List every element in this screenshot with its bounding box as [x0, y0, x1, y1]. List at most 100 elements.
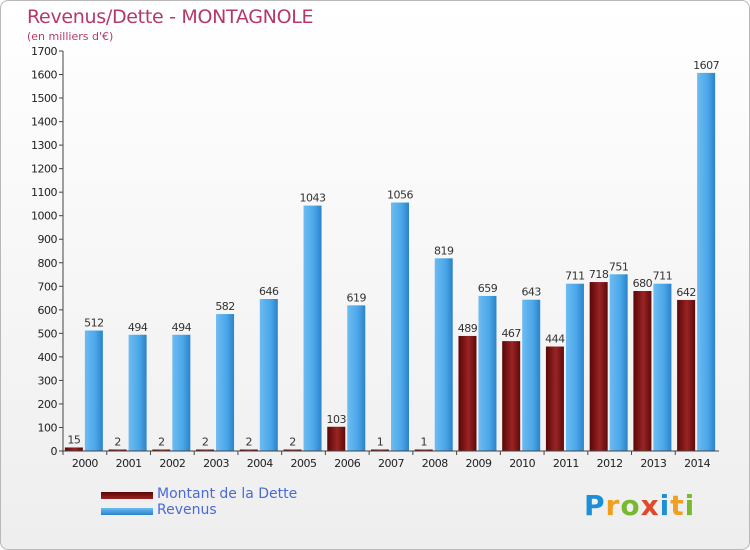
chart-subtitle: (en milliers d'€): [27, 30, 114, 43]
label-debt-2009: 489: [458, 322, 478, 335]
y-axis: 0 100 200 300 400 500 600 700 800 900 1000 1100 1200…: [31, 45, 64, 458]
bar-revenue-2007: [391, 202, 409, 451]
y-tick-label: 100: [38, 421, 58, 434]
y-tick-label: 1600: [31, 69, 57, 82]
label-revenue-2012: 751: [609, 260, 629, 273]
label-revenue-2001: 494: [128, 321, 148, 334]
logo-letter: i: [659, 489, 671, 522]
x-tick-label: 2000: [72, 457, 98, 470]
label-debt-2002: 2: [158, 436, 165, 449]
bar-revenue-2002: [172, 334, 191, 451]
label-revenue-2006: 619: [347, 291, 367, 304]
label-debt-2004: 2: [246, 436, 253, 449]
legend-debt-label: Montant de la Dette: [157, 486, 298, 502]
logo-letter: i: [684, 489, 696, 522]
bar-revenue-2005: [303, 205, 322, 451]
label-debt-2011: 444: [545, 333, 565, 346]
bar-revenue-2001: [128, 334, 147, 451]
bar-debt-2006: [327, 426, 346, 451]
y-tick-label: 1200: [31, 163, 57, 176]
x-tick-label: 2002: [159, 457, 185, 470]
bar-revenue-2011: [565, 283, 584, 451]
label-revenue-2009: 659: [478, 282, 498, 295]
y-tick-label: 200: [38, 398, 58, 411]
label-revenue-2008: 819: [434, 244, 454, 257]
label-revenue-2003: 582: [215, 300, 235, 313]
bar-debt-2008: [414, 449, 433, 451]
label-revenue-2002: 494: [172, 321, 192, 334]
bar-revenue-2008: [434, 258, 453, 451]
label-debt-2001: 2: [114, 436, 121, 449]
bar-debt-2014: [677, 299, 696, 451]
bar-revenue-2009: [478, 295, 497, 451]
label-revenue-2014: 1607: [693, 59, 719, 72]
y-tick-label: 1400: [31, 116, 57, 129]
label-debt-2010: 467: [501, 327, 521, 340]
bar-revenue-2004: [259, 299, 278, 451]
x-tick-label: 2013: [640, 457, 666, 470]
logo-letter: t: [670, 489, 685, 522]
label-debt-2008: 1: [420, 436, 427, 449]
y-tick-label: 1500: [31, 92, 57, 105]
bars: [64, 72, 716, 451]
bar-debt-2011: [545, 346, 564, 451]
y-tick-label: 1700: [31, 45, 57, 58]
bar-debt-2012: [589, 282, 608, 451]
bar-debt-2007: [371, 449, 389, 451]
label-revenue-2007: 1056: [387, 189, 413, 202]
logo-letter: o: [620, 489, 641, 522]
label-revenue-2013: 711: [653, 270, 673, 283]
bar-debt-2005: [283, 449, 302, 451]
bar-debt-2000: [64, 447, 83, 451]
logo-letter: P: [584, 489, 606, 522]
bar-revenue-2006: [347, 305, 366, 451]
logo-letter: r: [605, 489, 621, 522]
x-tick-label: 2009: [465, 457, 491, 470]
x-tick-label: 2012: [597, 457, 623, 470]
y-tick-label: 600: [38, 304, 58, 317]
y-tick-label: 900: [38, 233, 58, 246]
x-tick-label: 2007: [378, 457, 404, 470]
legend-revenue-label: Revenus: [157, 502, 217, 518]
x-tick-label: 2014: [684, 457, 710, 470]
y-tick-label: 700: [38, 280, 58, 293]
bar-debt-2009: [458, 335, 477, 451]
label-debt-2013: 680: [633, 277, 653, 290]
label-debt-2000: 15: [67, 433, 80, 446]
x-tick-label: 2004: [247, 457, 273, 470]
logo-letter: x: [640, 489, 660, 522]
label-revenue-2011: 711: [565, 270, 585, 283]
label-debt-2012: 718: [589, 268, 609, 281]
y-tick-label: 500: [38, 327, 58, 340]
y-tick-label: 1000: [31, 210, 57, 223]
x-tick-label: 2005: [291, 457, 317, 470]
bar-revenue-2000: [84, 330, 103, 451]
label-revenue-2010: 643: [521, 286, 541, 299]
label-revenue-2005: 1043: [300, 192, 326, 205]
value-labels: 15 512 2 494 2 494 2 582 2 646 2 1043 103 619 1 1056 1 81…: [67, 59, 720, 449]
proxiti-logo: Proxiti: [584, 489, 695, 522]
x-tick-label: 2011: [553, 457, 579, 470]
bar-revenue-2012: [609, 274, 628, 451]
label-revenue-2000: 512: [84, 317, 104, 330]
label-revenue-2004: 646: [259, 285, 279, 298]
bar-debt-2002: [152, 449, 171, 451]
legend-revenue-swatch: [101, 508, 153, 515]
label-debt-2005: 2: [289, 436, 296, 449]
bar-revenue-2010: [522, 299, 541, 451]
bar-revenue-2013: [653, 283, 672, 451]
x-tick-label: 2010: [509, 457, 535, 470]
label-debt-2003: 2: [202, 436, 209, 449]
y-tick-label: 1300: [31, 139, 57, 152]
bar-debt-2001: [108, 449, 127, 451]
chart-title: Revenus/Dette - MONTAGNOLE: [27, 6, 314, 28]
x-tick-label: 2003: [203, 457, 229, 470]
y-tick-label: 0: [51, 445, 58, 458]
label-debt-2006: 103: [327, 413, 347, 426]
label-debt-2007: 1: [377, 436, 384, 449]
label-debt-2014: 642: [676, 286, 696, 299]
x-axis: 2000 2001 2002 2003 2004 2005 2006 2007 2008 2009…: [62, 450, 719, 470]
bar-debt-2013: [633, 291, 652, 451]
bar-revenue-2014: [697, 72, 716, 451]
